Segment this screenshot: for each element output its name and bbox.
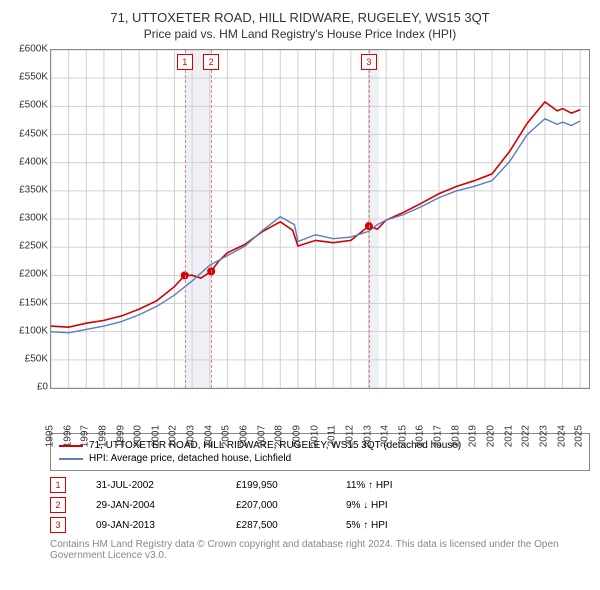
sale-vline: [211, 50, 212, 388]
x-tick-label: 2000: [133, 425, 144, 447]
x-tick-label: 2025: [574, 425, 585, 447]
x-tick-label: 2002: [168, 425, 179, 447]
x-tick-label: 2009: [291, 425, 302, 447]
x-tick-label: 2014: [380, 425, 391, 447]
y-tick-label: £350K: [19, 184, 48, 195]
x-axis-labels: 1995199619971998199920002001200220032004…: [50, 391, 590, 429]
x-tick-label: 2006: [239, 425, 250, 447]
x-tick-label: 2005: [221, 425, 232, 447]
sale-diff: 9% ↓ HPI: [346, 500, 436, 511]
sale-vline: [185, 50, 186, 388]
x-tick-label: 2012: [344, 425, 355, 447]
y-tick-label: £200K: [19, 269, 48, 280]
y-tick-label: £550K: [19, 72, 48, 83]
sale-date: 29-JAN-2004: [96, 500, 206, 511]
sale-diff: 11% ↑ HPI: [346, 480, 436, 491]
sale-price: £207,000: [236, 500, 316, 511]
sales-table: 1 31-JUL-2002 £199,950 11% ↑ HPI 2 29-JAN-200…: [50, 477, 590, 533]
plot-area: 12 3: [50, 49, 590, 389]
x-tick-label: 1996: [62, 425, 73, 447]
x-tick-label: 2023: [538, 425, 549, 447]
x-tick-label: 2022: [521, 425, 532, 447]
x-tick-label: 2004: [203, 425, 214, 447]
sale-row: 1 31-JUL-2002 £199,950 11% ↑ HPI: [50, 477, 590, 493]
x-tick-label: 1997: [80, 425, 91, 447]
x-tick-label: 2017: [433, 425, 444, 447]
y-tick-label: £250K: [19, 241, 48, 252]
sale-marker-3: 3: [361, 54, 377, 70]
sale-price: £199,950: [236, 480, 316, 491]
y-tick-label: £0: [37, 382, 48, 393]
x-tick-label: 2001: [150, 425, 161, 447]
x-tick-label: 2024: [556, 425, 567, 447]
y-tick-label: £500K: [19, 100, 48, 111]
y-tick-label: £50K: [25, 353, 48, 364]
chart-title: 71, UTTOXETER ROAD, HILL RIDWARE, RUGELE…: [8, 10, 592, 25]
chart-area: £0 £50K £100K £150K £200K £250K £300K £350K £400…: [8, 49, 592, 429]
x-tick-label: 2018: [450, 425, 461, 447]
legend-label: HPI: Average price, detached house, Lich…: [89, 453, 291, 464]
y-axis-labels: £0£50K£100K£150K£200K£250K£300K£350K£400…: [8, 49, 50, 389]
x-tick-label: 2008: [274, 425, 285, 447]
chart-svg: [51, 50, 589, 388]
sale-vline: [369, 50, 370, 388]
x-tick-label: 2020: [485, 425, 496, 447]
footer-text: Contains HM Land Registry data © Crown c…: [50, 539, 590, 561]
sale-row-marker: 2: [50, 497, 66, 513]
chart-subtitle: Price paid vs. HM Land Registry's House …: [8, 27, 592, 41]
sale-date: 09-JAN-2013: [96, 520, 206, 531]
y-tick-label: £400K: [19, 156, 48, 167]
y-tick-label: £150K: [19, 297, 48, 308]
x-tick-label: 2011: [327, 425, 338, 447]
x-tick-label: 1998: [97, 425, 108, 447]
sale-price: £287,500: [236, 520, 316, 531]
legend-swatch: [59, 458, 83, 460]
x-tick-label: 2010: [309, 425, 320, 447]
x-tick-label: 2003: [186, 425, 197, 447]
sale-row-marker: 3: [50, 517, 66, 533]
sale-row: 2 29-JAN-2004 £207,000 9% ↓ HPI: [50, 497, 590, 513]
x-tick-label: 2015: [397, 425, 408, 447]
sale-date: 31-JUL-2002: [96, 480, 206, 491]
sale-row: 3 09-JAN-2013 £287,500 5% ↑ HPI: [50, 517, 590, 533]
y-tick-label: £300K: [19, 213, 48, 224]
sale-marker-2: 2: [203, 54, 219, 70]
chart-container: 71, UTTOXETER ROAD, HILL RIDWARE, RUGELE…: [0, 0, 600, 569]
x-tick-label: 2021: [503, 425, 514, 447]
x-tick-label: 2016: [415, 425, 426, 447]
y-tick-label: £450K: [19, 128, 48, 139]
x-tick-label: 1995: [45, 425, 56, 447]
sale-diff: 5% ↑ HPI: [346, 520, 436, 531]
sale-marker-1: 1: [177, 54, 193, 70]
x-tick-label: 2013: [362, 425, 373, 447]
x-tick-label: 2019: [468, 425, 479, 447]
sale-row-marker: 1: [50, 477, 66, 493]
y-tick-label: £100K: [19, 325, 48, 336]
y-tick-label: £600K: [19, 44, 48, 55]
x-tick-label: 2007: [256, 425, 267, 447]
legend-row: HPI: Average price, detached house, Lich…: [59, 453, 581, 464]
x-tick-label: 1999: [115, 425, 126, 447]
